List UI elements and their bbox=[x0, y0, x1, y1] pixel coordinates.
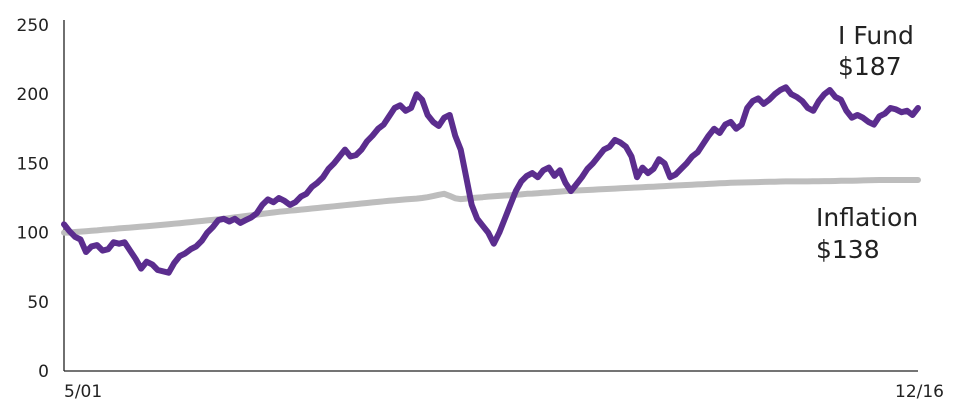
series-lines bbox=[61, 84, 921, 276]
x-tick-label-start: 5/01 bbox=[64, 382, 102, 402]
x-tick-label-end: 12/16 bbox=[895, 382, 944, 402]
y-tick-labels: 0 50 100 150 200 250 bbox=[17, 16, 49, 382]
i-fund-series-line bbox=[61, 84, 921, 276]
y-axis: 0 50 100 150 200 250 bbox=[17, 16, 65, 382]
i-fund-end-value-label: $187 bbox=[838, 52, 902, 81]
inflation-name-label: Inflation bbox=[816, 203, 918, 232]
inflation-end-value-label: $138 bbox=[816, 235, 880, 264]
y-tick-label-100: 100 bbox=[17, 224, 49, 244]
inflation-series-line bbox=[61, 177, 921, 236]
y-tick-label-200: 200 bbox=[17, 85, 49, 105]
i-fund-name-label: I Fund bbox=[838, 21, 914, 50]
x-axis: 5/01 12/16 bbox=[64, 370, 944, 402]
y-tick-label-250: 250 bbox=[17, 16, 49, 36]
y-tick-label-50: 50 bbox=[27, 293, 49, 313]
y-tick-label-0: 0 bbox=[38, 362, 49, 382]
y-tick-label-150: 150 bbox=[17, 154, 49, 174]
series-labels: I Fund $187 Inflation $138 bbox=[816, 21, 918, 264]
